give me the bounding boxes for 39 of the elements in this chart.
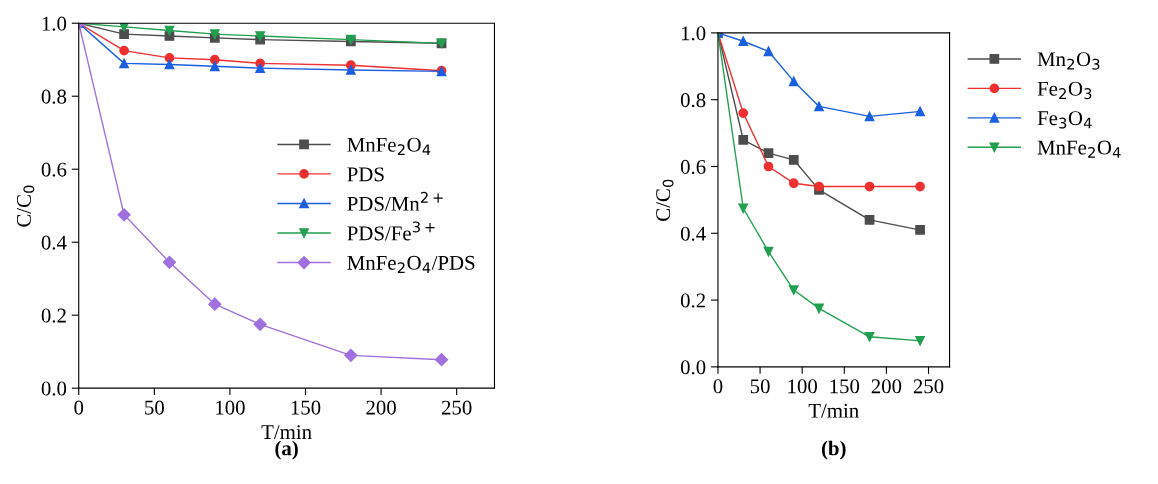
x-tick-label: 250 bbox=[441, 400, 472, 415]
y-tick-label: 0.2 bbox=[41, 308, 66, 323]
x-tick-label: 100 bbox=[216, 400, 245, 415]
legend-label: MnFe$_{2}$O$_{4}$/PDS bbox=[347, 255, 475, 274]
x-tick-label: 50 bbox=[750, 379, 770, 394]
legend-label: PDS/Fe$^{3+}$ bbox=[347, 221, 435, 241]
x-tick-label: 150 bbox=[830, 379, 860, 394]
y-tick-label: 1.0 bbox=[42, 16, 67, 31]
x-tick-label: 0 bbox=[713, 379, 723, 394]
x-tick-label: 0 bbox=[74, 400, 84, 415]
y-tick-label: 0.0 bbox=[680, 360, 706, 375]
y-tick-label: 0.4 bbox=[680, 226, 706, 241]
y-tick-label: 1.0 bbox=[681, 26, 706, 41]
y-tick-label: 0.8 bbox=[41, 89, 67, 104]
text: (a) bbox=[275, 440, 298, 460]
legend-label: Mn$_{2}$O$_{3}$ bbox=[1037, 52, 1100, 70]
x-tick-label: 150 bbox=[291, 400, 321, 415]
text: (b) bbox=[821, 440, 846, 460]
y-tick-label: 0.0 bbox=[41, 381, 67, 396]
y-tick-label: 0.6 bbox=[41, 162, 67, 177]
y-tick-label: 0.2 bbox=[680, 293, 706, 308]
legend-label: PDS bbox=[347, 167, 384, 182]
y-tick-label: 0.4 bbox=[41, 235, 67, 250]
y-tick-label: 0.6 bbox=[680, 159, 706, 175]
legend-label: MnFe$_{2}$O$_{4}$ bbox=[1037, 140, 1121, 158]
y-axis-title: C/C$_{0}$ bbox=[16, 185, 35, 227]
x-axis-title: T/min bbox=[261, 425, 312, 440]
legend-label: MnFe$_{2}$O$_{4}$ bbox=[347, 137, 431, 156]
y-axis-title: C/C$_{0}$ bbox=[656, 179, 674, 221]
legend-label: Fe$_{2}$O$_{3}$ bbox=[1037, 81, 1092, 100]
x-tick-label: 250 bbox=[913, 379, 944, 394]
x-axis-title: T/min bbox=[808, 403, 859, 418]
x-tick-label: 200 bbox=[871, 379, 902, 394]
legend-label: Fe$_{3}$O$_{4}$ bbox=[1037, 111, 1092, 129]
x-tick-label: 200 bbox=[366, 400, 396, 415]
x-tick-label: 50 bbox=[145, 400, 164, 415]
x-tick-label: 100 bbox=[788, 379, 818, 394]
legend-label: PDS/Mn$^{2+}$ bbox=[347, 191, 443, 211]
y-tick-label: 0.8 bbox=[680, 93, 706, 108]
